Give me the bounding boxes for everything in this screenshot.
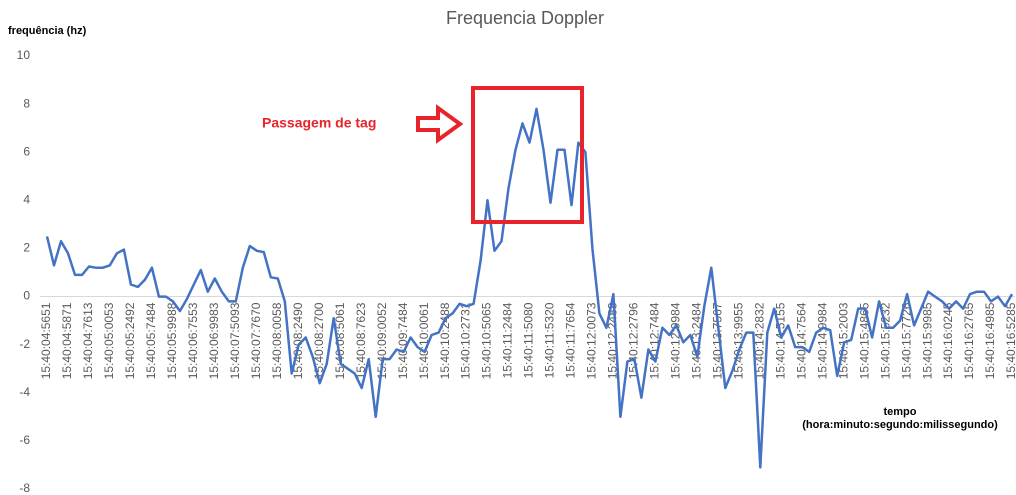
x-tick-label: 15:40:15:5232 — [878, 302, 892, 379]
x-tick-label: 15:40:13:2484 — [689, 302, 703, 379]
y-axis-label: frequência (hz) — [8, 25, 87, 37]
y-tick-label: -8 — [19, 481, 30, 495]
x-tick-label: 15:40:05:9988 — [165, 302, 179, 379]
y-tick-label: -4 — [19, 385, 30, 399]
data-line — [45, 107, 1014, 469]
y-tick-label: 8 — [23, 96, 30, 110]
x-axis-label: tempo — [884, 406, 917, 418]
x-tick-label: 15:40:10:2731 — [459, 302, 473, 379]
x-tick-label: 15:40:12:0073 — [585, 302, 599, 379]
y-tick-label: 10 — [17, 48, 31, 62]
x-tick-label: 15:40:11:5320 — [543, 302, 557, 378]
x-tick-label: 15:40:16:2765 — [962, 302, 976, 379]
highlight-box — [471, 86, 584, 224]
x-tick-label: 15:40:07:7670 — [249, 302, 263, 379]
annotation: Passagem de tag — [262, 115, 376, 131]
y-tick-label: 4 — [23, 193, 30, 207]
y-tick-label: -2 — [19, 337, 30, 351]
chart-title: Frequencia Doppler — [446, 8, 604, 28]
arrow — [416, 104, 464, 144]
x-tick-label: 15:40:11:2484 — [501, 302, 515, 378]
x-tick-label: 15:40:10:2488 — [438, 302, 452, 379]
x-tick-label: 15:40:12:9984 — [669, 302, 683, 379]
x-tick-label: 15:40:16:0245 — [941, 302, 955, 379]
x-tick-label: 15:40:08:2700 — [312, 302, 326, 379]
x-tick-label: 15:40:04:7613 — [81, 302, 95, 379]
x-tick-label: 15:40:06:7553 — [186, 302, 200, 379]
x-tick-label: 15:40:11:5080 — [522, 302, 536, 378]
y-tick-label: 0 — [23, 289, 30, 303]
y-tick-label: 6 — [23, 144, 30, 158]
x-tick-label: 15:40:08:7623 — [354, 302, 368, 379]
x-tick-label: 15:40:10:0061 — [417, 302, 431, 379]
x-tick-label: 15:40:12:7484 — [648, 302, 662, 379]
x-tick-label: 15:40:07:5093 — [228, 302, 242, 379]
x-tick-label: 15:40:14:7564 — [794, 302, 808, 379]
y-tick-label: 2 — [23, 241, 30, 255]
x-tick-label: 15:40:14:9984 — [815, 302, 829, 379]
x-tick-label: 15:40:08:5061 — [333, 302, 347, 379]
x-tick-label: 15:40:16:4985 — [983, 302, 997, 379]
x-tick-label: 15:40:15:9985 — [920, 302, 934, 379]
x-tick-label: 15:40:04:5651 — [39, 302, 53, 379]
x-tick-label: 15:40:08:0058 — [270, 302, 284, 379]
x-tick-label: 15:40:12:2796 — [627, 302, 641, 379]
x-tick-label: 15:40:05:0053 — [102, 302, 116, 379]
x-tick-label: 15:40:10:5065 — [480, 302, 494, 379]
x-tick-label: 15:40:11:7654 — [564, 302, 578, 378]
x-tick-label: 15:40:05:2492 — [123, 302, 137, 379]
x-tick-label: 15:40:16:5285 — [1004, 302, 1016, 379]
x-tick-label: 15:40:05:7484 — [144, 302, 158, 379]
x-tick-label: 15:40:04:5871 — [60, 302, 74, 379]
x-tick-label: 15:40:09:7484 — [396, 302, 410, 379]
x-tick-label: 15:40:15:7726 — [899, 302, 913, 379]
x-axis-label: (hora:minuto:segundo:milissegundo) — [802, 419, 998, 431]
x-tick-label: 15:40:15:4865 — [857, 302, 871, 379]
x-tick-label: 15:40:06:9983 — [207, 302, 221, 379]
y-tick-label: -6 — [19, 433, 30, 447]
